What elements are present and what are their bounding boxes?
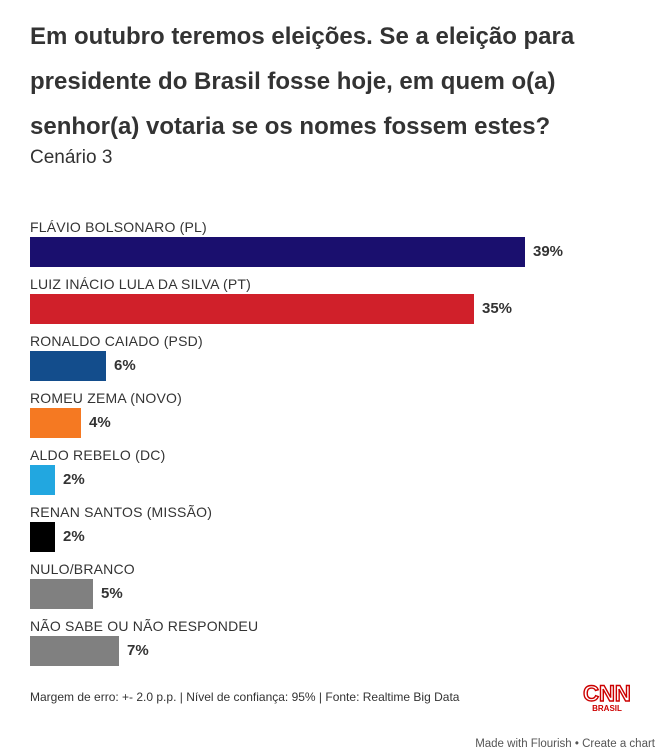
bar-4-value: 4%	[89, 414, 111, 431]
bar-2-value: 35%	[482, 300, 513, 317]
chart-title: Em outubro teremos eleições. Se a eleiçã…	[30, 23, 575, 140]
made-with-flourish-link[interactable]: Made with Flourish	[475, 738, 572, 750]
bar-3-label: RONALDO CAIADO (PSD)	[30, 333, 203, 349]
bar-4-label: ROMEU ZEMA (NOVO)	[30, 390, 182, 406]
source-note: Margem de erro: +- 2.0 p.p. | Nível de c…	[30, 690, 460, 704]
bar-6[interactable]	[30, 522, 55, 552]
bar-5-label: ALDO REBELO (DC)	[30, 447, 166, 463]
bar-7-label: NULO/BRANCO	[30, 561, 135, 577]
bar-1[interactable]	[30, 237, 525, 267]
bar-chart: FLÁVIO BOLSONARO (PL) 39% LUIZ INÁCIO LULA…	[30, 219, 564, 666]
bar-2[interactable]	[30, 294, 474, 324]
bar-6-value: 2%	[63, 528, 85, 545]
bar-3[interactable]	[30, 351, 106, 381]
bar-8-label: NÃO SABE OU NÃO RESPONDEU	[30, 618, 259, 634]
bar-5-value: 2%	[63, 471, 85, 488]
bar-1-label: FLÁVIO BOLSONARO (PL)	[30, 219, 207, 235]
bar-1-value: 39%	[533, 243, 564, 260]
bar-6-label: RENAN SANTOS (MISSÃO)	[30, 504, 213, 520]
bar-5[interactable]	[30, 465, 55, 495]
bar-7[interactable]	[30, 579, 93, 609]
flourish-credits: Made with Flourish • Create a chart	[475, 738, 655, 750]
credits-separator: •	[571, 738, 583, 750]
bar-2-label: LUIZ INÁCIO LULA DA SILVA (PT)	[30, 276, 251, 292]
cnn-brasil-logo: CNN BRASIL	[582, 680, 631, 713]
logo-text: CNN	[583, 681, 631, 706]
bar-8-value: 7%	[127, 642, 149, 659]
create-chart-link[interactable]: Create a chart	[582, 738, 655, 750]
bar-3-value: 6%	[114, 357, 136, 374]
bar-8[interactable]	[30, 636, 119, 666]
logo-subtext: BRASIL	[592, 704, 622, 713]
chart-subtitle: Cenário 3	[30, 147, 113, 168]
bar-4[interactable]	[30, 408, 81, 438]
bar-7-value: 5%	[101, 585, 123, 602]
